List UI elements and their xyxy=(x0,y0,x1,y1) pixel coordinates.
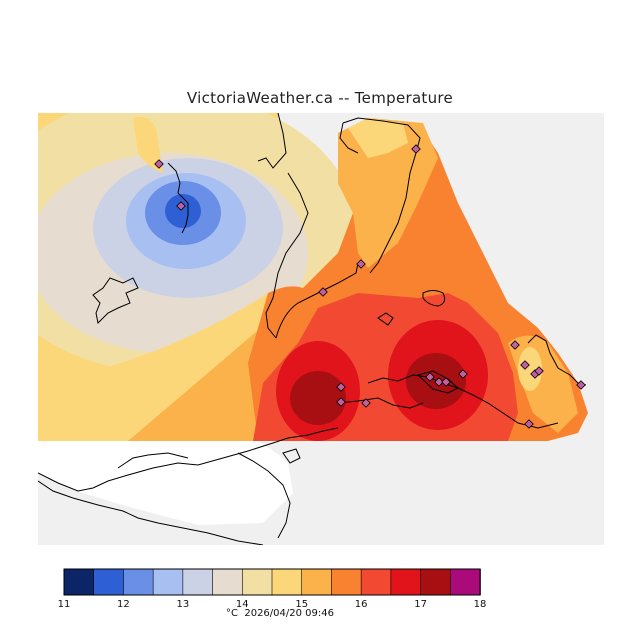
legend-swatch xyxy=(152,568,184,596)
unit-label: °C xyxy=(226,608,238,619)
station-marker[interactable] xyxy=(534,366,544,376)
station-marker[interactable] xyxy=(336,397,346,407)
legend-swatch xyxy=(420,568,452,596)
station-marker[interactable] xyxy=(318,287,328,297)
station-marker[interactable] xyxy=(176,201,186,211)
legend-swatch xyxy=(182,568,214,596)
station-marker[interactable] xyxy=(524,419,534,429)
station-marker[interactable] xyxy=(411,144,421,154)
legend-swatch xyxy=(390,568,422,596)
station-marker[interactable] xyxy=(520,360,530,370)
station-marker[interactable] xyxy=(425,372,435,382)
legend-swatch xyxy=(331,568,362,596)
station-marker[interactable] xyxy=(434,377,444,387)
west-inlets xyxy=(92,162,189,325)
station-marker[interactable] xyxy=(361,398,371,408)
station-marker[interactable] xyxy=(576,380,586,390)
station-marker[interactable] xyxy=(441,377,451,387)
temperature-map xyxy=(38,113,604,545)
legend-swatch xyxy=(271,568,303,596)
legend-swatch xyxy=(93,568,125,596)
timestamp: 2026/04/20 09:46 xyxy=(244,608,334,619)
chart-title: VictoriaWeather.ca -- Temperature xyxy=(186,89,454,107)
legend-swatch xyxy=(241,568,273,596)
legend-footer: °C 2026/04/20 09:46 xyxy=(0,608,560,619)
legend-frame xyxy=(63,568,481,596)
legend-swatch xyxy=(63,568,95,596)
station-marker[interactable] xyxy=(154,159,164,169)
legend-swatches xyxy=(63,568,481,596)
legend-swatch xyxy=(449,568,481,596)
legend-swatch xyxy=(301,568,333,596)
station-marker[interactable] xyxy=(356,259,366,269)
legend-swatch xyxy=(360,568,392,596)
weather-stations xyxy=(154,144,586,429)
station-marker[interactable] xyxy=(510,340,520,350)
east-temperature-field xyxy=(248,118,588,441)
station-marker[interactable] xyxy=(336,382,346,392)
legend-swatch xyxy=(123,568,154,596)
coastlines xyxy=(38,113,587,545)
station-marker[interactable] xyxy=(458,369,468,379)
west-temperature-field xyxy=(38,113,358,441)
legend-swatch xyxy=(212,568,244,596)
water-areas xyxy=(38,441,604,525)
